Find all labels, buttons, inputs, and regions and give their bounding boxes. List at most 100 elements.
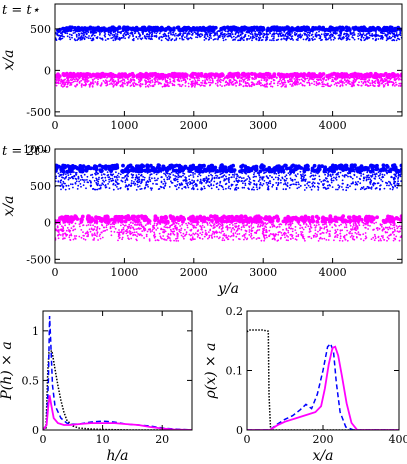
snapshot-1-point (182, 76, 185, 79)
snapshot-1-point (279, 30, 282, 33)
snapshot-1-point (307, 36, 309, 39)
snapshot-2-point (211, 233, 214, 235)
snapshot-1-point (122, 85, 124, 88)
snapshot-2-point (272, 178, 275, 181)
snapshot-2-point (315, 168, 320, 173)
snapshot-2-point (145, 233, 148, 236)
snapshot-1-point (303, 84, 306, 87)
snapshot-2-point (181, 187, 184, 190)
snapshot-2-point (378, 227, 381, 230)
snapshot-2-point (191, 182, 194, 185)
snapshot-1-point (297, 34, 299, 37)
snapshot-2-point (373, 164, 377, 169)
snapshot-1-point (190, 76, 193, 79)
snapshot-1-point (271, 35, 273, 38)
snapshot-1-point (211, 77, 214, 80)
snapshot-1-point (182, 25, 187, 30)
snapshot-1-point (151, 32, 154, 34)
snapshot-1-point (139, 37, 142, 40)
snapshot-1-point (318, 72, 323, 77)
snapshot-1-point (394, 36, 396, 39)
snapshot-2-point (320, 164, 324, 169)
snapshot-1-point (297, 37, 299, 40)
snapshot-2-point (373, 239, 376, 242)
snapshot-1-point (63, 72, 67, 77)
snapshot-1-point (181, 35, 183, 38)
snapshot-1-point (291, 83, 294, 86)
snapshot-1-point (286, 36, 289, 39)
snapshot-2-point (62, 180, 65, 183)
snapshot-1-point (114, 33, 117, 35)
snapshot-2-point (176, 172, 179, 175)
snapshot-2-point (266, 183, 269, 186)
snapshot-1-point (227, 26, 231, 31)
snapshot-1-point (127, 80, 130, 83)
snapshot-2-point (317, 189, 320, 191)
snapshot-2-point (271, 176, 273, 179)
snapshot-2-point (299, 224, 302, 227)
snapshot-2-point (336, 188, 339, 191)
snapshot-1-point (281, 81, 283, 84)
snapshot-2-point (126, 179, 129, 181)
snapshot-1-point (195, 36, 197, 38)
snapshot-1-point (374, 82, 377, 85)
snapshot-2-point (284, 182, 287, 185)
snapshot-1-point (357, 33, 360, 35)
snapshot-1-point (204, 34, 206, 36)
snapshot-2-point (263, 180, 266, 182)
snapshot-1-point (314, 38, 316, 41)
snapshot-2-point (94, 225, 96, 228)
snapshot-1-point (224, 34, 227, 37)
snapshot-1-point (75, 35, 78, 38)
snapshot-1-point (298, 27, 303, 32)
snapshot-2-point (252, 173, 255, 176)
snapshot-1-point (292, 39, 294, 41)
snapshot-1-point (159, 72, 164, 77)
snapshot-1-point (399, 72, 402, 77)
snapshot-1-point (172, 31, 175, 34)
snapshot-2-point (399, 175, 402, 178)
snapshot-1-point (361, 29, 364, 32)
snapshot-2-point (79, 179, 82, 181)
snapshot-1-xtick-label: 2000 (180, 119, 208, 132)
snapshot-1-point (221, 31, 224, 33)
snapshot-2-point (68, 188, 71, 190)
snapshot-2-point (343, 175, 346, 178)
snapshot-1-point (147, 35, 149, 38)
snapshot-1-point (188, 37, 190, 40)
snapshot-1-point (179, 85, 181, 87)
snapshot-1-point (151, 81, 154, 83)
snapshot-2-point (271, 223, 273, 226)
snapshot-1-point (221, 35, 224, 38)
snapshot-2-point (341, 182, 344, 185)
snapshot-2-point (107, 183, 109, 185)
snapshot-2-point (106, 164, 111, 169)
snapshot-2-point (239, 164, 244, 169)
snapshot-1-point (225, 80, 228, 83)
snapshot-1-point (198, 35, 201, 37)
snapshot-1-point (263, 78, 266, 81)
snapshot-2-point (397, 169, 402, 174)
snapshot-2-point (100, 184, 103, 187)
snapshot-2-point (129, 227, 132, 230)
snapshot-2-data (55, 163, 402, 242)
snapshot-1-point (96, 36, 99, 38)
snapshot-1-point (91, 34, 94, 37)
snapshot-2-point (63, 178, 66, 180)
snapshot-1-point (157, 83, 160, 85)
snapshot-1-point (269, 82, 272, 85)
snapshot-2-point (294, 167, 298, 172)
snapshot-1-point (81, 72, 86, 77)
snapshot-1-point (269, 32, 271, 35)
snapshot-2-point (80, 229, 83, 231)
snapshot-2-point (298, 165, 303, 170)
snapshot-2-point (59, 179, 62, 182)
snapshot-2-point (103, 180, 105, 183)
snapshot-2-point (58, 175, 61, 178)
snapshot-2-point (119, 173, 122, 176)
snapshot-2-point (322, 183, 324, 186)
snapshot-2-point (80, 236, 83, 239)
snapshot-2-point (259, 176, 262, 179)
snapshot-1-point (137, 38, 139, 40)
snapshot-1-point (83, 76, 85, 78)
